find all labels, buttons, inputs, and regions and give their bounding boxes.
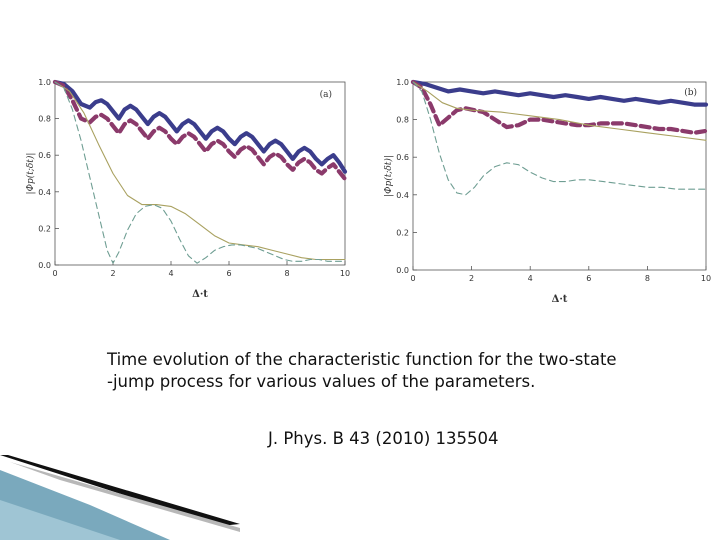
x-tick-label: 0 xyxy=(410,274,415,283)
decoration-dark-ribbon xyxy=(0,455,240,526)
x-tick-label: 10 xyxy=(701,274,711,283)
series-line-3 xyxy=(54,81,346,261)
series-line-2 xyxy=(52,79,348,182)
x-tick-label: 8 xyxy=(284,269,289,278)
y-tick-label: 1.0 xyxy=(396,78,409,87)
y-tick-label: 0.2 xyxy=(396,228,409,237)
x-tick-label: 8 xyxy=(645,274,650,283)
y-tick-label: 0.0 xyxy=(38,261,51,270)
y-axis-label: |Φp(t;δt)| xyxy=(25,153,36,195)
x-tick-label: 2 xyxy=(110,269,115,278)
series-line-1 xyxy=(52,79,348,174)
series-line-4 xyxy=(412,81,707,196)
series-line-1 xyxy=(410,79,709,107)
y-tick-label: 0.2 xyxy=(38,224,51,233)
y-axis-label: |Φp(t;δt)| xyxy=(383,155,394,197)
chart-panel-a: 0 2 4 6 8 10 0.0 0.2 0.4 0.6 0.8 1.0 (a) Δ·t |Φp(t;δt)… xyxy=(25,78,350,300)
x-tick-label: 10 xyxy=(340,269,350,278)
x-tick-label: 2 xyxy=(469,274,474,283)
plot-frame xyxy=(54,81,346,266)
x-tick-label: 4 xyxy=(528,274,533,283)
series-line-2 xyxy=(410,79,709,135)
x-tick-label: 6 xyxy=(586,274,591,283)
series-line-3 xyxy=(412,81,707,141)
y-tick-label: 0.6 xyxy=(396,153,409,162)
y-tick-label: 0.4 xyxy=(396,191,409,200)
corner-decoration xyxy=(0,455,240,540)
x-tick-label: 0 xyxy=(52,269,57,278)
y-tick-label: 1.0 xyxy=(38,78,51,87)
x-axis-label: Δ·t xyxy=(192,289,208,300)
y-tick-label: 0.8 xyxy=(38,115,51,124)
plot-frame xyxy=(412,81,707,271)
y-tick-label: 0.4 xyxy=(38,188,51,197)
x-tick-label: 6 xyxy=(226,269,231,278)
y-tick-label: 0.0 xyxy=(396,266,409,275)
series-line-4 xyxy=(54,81,346,264)
x-axis-label: Δ·t xyxy=(552,294,568,305)
chart-panel-b: 0 2 4 6 8 10 0.0 0.2 0.4 0.6 0.8 1.0 (b) Δ·t |Φp(t;δt)… xyxy=(383,78,711,305)
panel-label: (b) xyxy=(684,87,697,98)
y-tick-label: 0.6 xyxy=(38,151,51,160)
y-tick-label: 0.8 xyxy=(396,116,409,125)
x-tick-label: 4 xyxy=(168,269,173,278)
journal-reference: J. Phys. B 43 (2010) 135504 xyxy=(268,429,499,448)
figure-caption: Time evolution of the characteristic fun… xyxy=(107,350,617,391)
decoration-teal-ribbon-light xyxy=(0,500,120,540)
panel-label: (a) xyxy=(320,89,332,100)
decoration-grey-ribbon xyxy=(10,462,240,532)
